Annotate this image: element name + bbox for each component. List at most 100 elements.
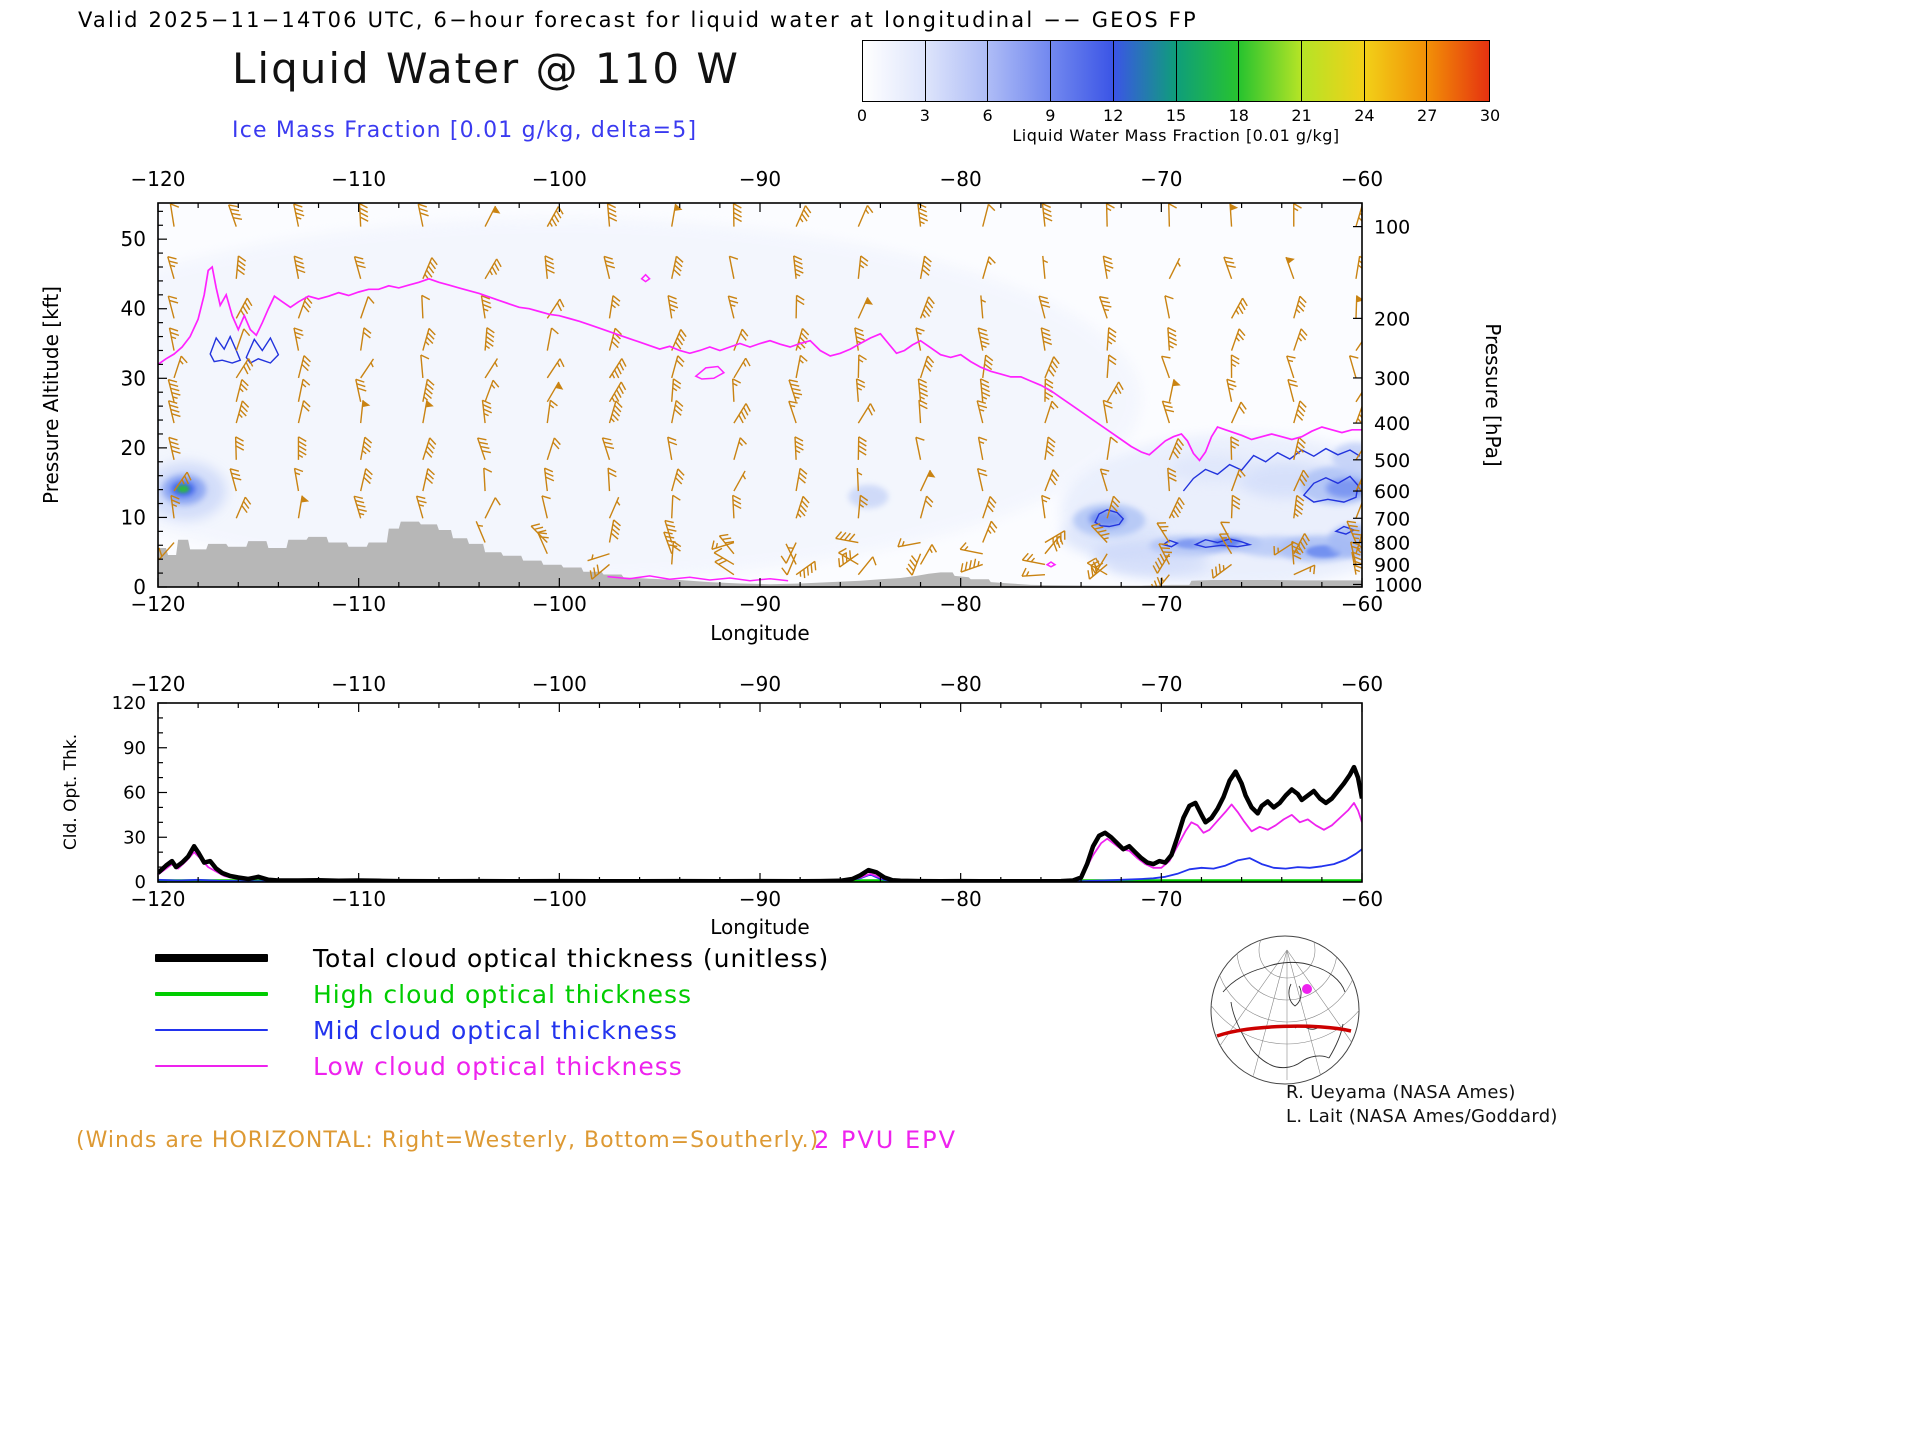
svg-text:Longitude: Longitude [710,915,809,939]
series-total-cloud-optical-thickness [158,764,1362,882]
svg-text:200: 200 [1374,308,1410,330]
colorbar: 0 3 6 9 12 15 18 21 24 27 30 Liquid Water Mass Fra… [857,40,1500,145]
svg-text:30: 30 [123,827,146,848]
colorbar-tick: 27 [1417,106,1438,125]
colorbar-tick: 12 [1103,106,1124,125]
colorbar-segment [925,41,989,101]
svg-text:10: 10 [121,505,146,529]
svg-text:−60: −60 [1341,167,1383,191]
svg-text:50: 50 [121,227,146,251]
svg-text:60: 60 [123,783,146,804]
svg-text:−80: −80 [940,167,982,191]
colorbar-tick: 6 [982,106,993,125]
svg-text:−70: −70 [1140,887,1182,911]
svg-text:−110: −110 [331,887,386,911]
svg-text:−90: −90 [739,167,781,191]
legend-label-mid: Mid cloud optical thickness [313,1015,678,1045]
ice-mass-fraction-subtitle: Ice Mass Fraction [0.01 g/kg, delta=5] [232,118,698,143]
svg-text:Cld. Opt. Thk.: Cld. Opt. Thk. [61,734,81,850]
colorbar-segment [1301,41,1365,101]
credit-line-1: R. Ueyama (NASA Ames) [1286,1082,1516,1103]
colorbar-tick: 24 [1354,106,1375,125]
svg-text:−100: −100 [532,887,587,911]
svg-text:900: 900 [1374,554,1410,576]
legend-swatch-total [155,954,268,962]
legend-row-total: Total cloud optical thickness (unitless) [155,940,829,976]
svg-text:0: 0 [135,872,146,893]
colorbar-tick: 3 [919,106,930,125]
legend-label-low: Low cloud optical thickness [313,1051,683,1081]
colorbar-tick: 21 [1291,106,1312,125]
colorbar-tick: 0 [856,106,868,125]
colorbar-segment [988,41,1052,101]
svg-text:−110: −110 [331,672,386,696]
svg-text:Longitude: Longitude [710,621,809,645]
svg-text:−100: −100 [532,167,587,191]
main-axes: −120 −120 −110 −110 −100 −100 −90 −90 −80 −80 −70 −… [39,167,1505,645]
winds-note: (Winds are HORIZONTAL: Right=Westerly, B… [76,1128,820,1153]
svg-text:−80: −80 [940,887,982,911]
cloud-optical-thickness-panel: −120 −120 −110 −110 −100 −100 −90 −90 −80 −80 −70 −… [61,672,1383,939]
legend-label-high: High cloud optical thickness [313,979,693,1009]
colorbar-segment [1051,41,1114,101]
svg-text:1000: 1000 [1374,574,1422,596]
colorbar-segment [1364,41,1428,101]
svg-text:−80: −80 [940,592,982,616]
svg-text:500: 500 [1374,450,1410,472]
svg-text:40: 40 [121,297,146,321]
ice-mass-fraction-contours [209,334,1361,549]
svg-text:Pressure [hPa]: Pressure [hPa] [1481,323,1505,466]
svg-text:−120: −120 [131,592,186,616]
colorbar-segment [1427,41,1490,101]
colorbar-tick: 15 [1165,106,1187,125]
coastlines [1222,961,1346,1069]
svg-text:−120: −120 [131,887,186,911]
svg-text:−70: −70 [1140,592,1182,616]
svg-text:30: 30 [121,366,146,390]
svg-text:−60: −60 [1341,592,1383,616]
svg-text:−110: −110 [331,167,386,191]
svg-text:−70: −70 [1140,167,1182,191]
svg-text:−60: −60 [1341,887,1383,911]
colorbar-tick: 30 [1479,106,1501,125]
svg-text:800: 800 [1374,533,1410,555]
svg-text:−70: −70 [1140,672,1182,696]
svg-text:−120: −120 [131,167,186,191]
main-cross-section: −120 −120 −110 −110 −100 −100 −90 −90 −80 −80 −70 −… [39,167,1505,645]
svg-text:600: 600 [1374,481,1410,503]
svg-text:400: 400 [1374,413,1410,435]
credit-line-2: L. Lait (NASA Ames/Goddard) [1286,1106,1558,1127]
colorbar-gradient [862,40,1490,102]
legend-label-total: Total cloud optical thickness (unitless) [313,943,830,973]
world-map [1210,935,1360,1085]
colorbar-segment [1239,41,1302,101]
svg-text:−120: −120 [131,672,186,696]
colorbar-segment [1176,41,1240,101]
svg-text:−100: −100 [532,592,587,616]
legend-row-high: High cloud optical thickness [155,976,692,1012]
terrain-profile [158,521,1362,587]
colorbar-segment [863,41,926,101]
svg-text:−100: −100 [532,672,587,696]
opt-axes: −120 −120 −110 −110 −100 −100 −90 −90 −80 −80 −70 −… [61,672,1383,939]
legend-swatch-high [155,991,268,997]
colorbar-segment [1113,41,1177,101]
svg-text:Pressure Altitude [kft]: Pressure Altitude [kft] [39,286,63,504]
svg-text:100: 100 [1374,217,1410,239]
svg-text:−90: −90 [739,887,781,911]
legend-swatch-low [155,1065,268,1067]
svg-text:0: 0 [133,575,146,599]
colorbar-tick: 9 [1045,106,1056,125]
svg-text:−110: −110 [331,592,386,616]
legend-row-mid: Mid cloud optical thickness [155,1012,678,1048]
svg-text:700: 700 [1374,508,1410,530]
svg-text:300: 300 [1374,368,1410,390]
svg-text:20: 20 [121,436,146,460]
svg-text:120: 120 [112,693,146,714]
page-title: Liquid Water @ 110 W [232,44,740,93]
colorbar-ticks: 0 3 6 9 12 15 18 21 24 27 30 [857,102,1500,125]
svg-text:−90: −90 [739,592,781,616]
colorbar-label: Liquid Water Mass Fraction [0.01 g/kg] [1012,126,1340,145]
